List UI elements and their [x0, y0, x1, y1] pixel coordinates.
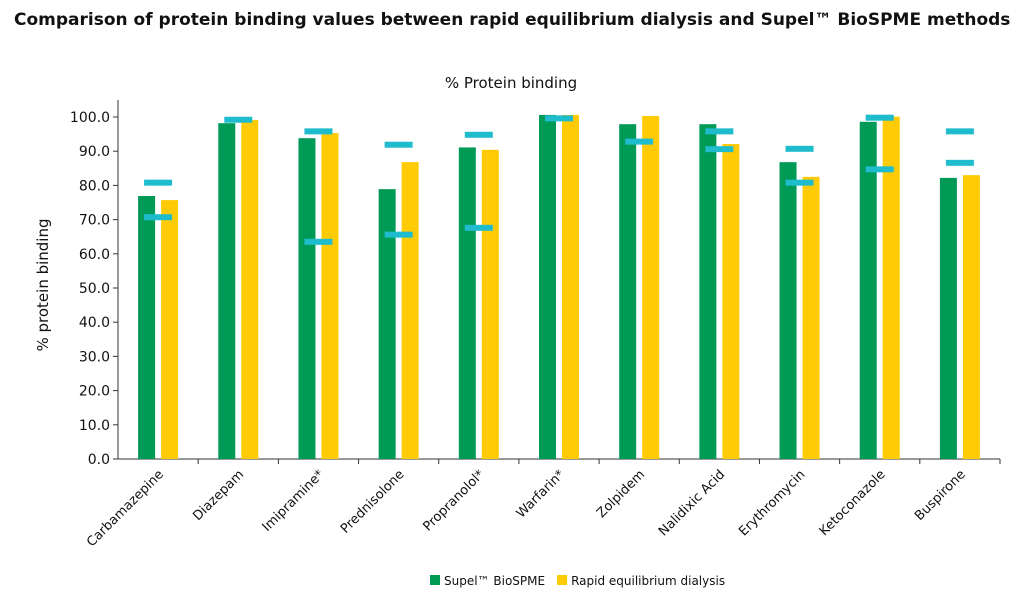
legend-label: Rapid equilibrium dialysis	[571, 574, 725, 588]
reference-marker	[865, 166, 894, 173]
reference-marker	[224, 116, 253, 123]
x-tick-label: Carbamazepine	[84, 467, 167, 550]
y-tick-label: 0.0	[88, 452, 110, 468]
x-tick-label: Diazepam	[190, 467, 247, 524]
reference-marker	[304, 238, 333, 245]
y-tick-label: 100.0	[70, 110, 110, 126]
x-tick-label: Ketoconazole	[817, 467, 889, 539]
bar-biospme	[699, 124, 717, 459]
y-axis-label: % protein binding	[34, 218, 52, 351]
chart-title: % Protein binding	[445, 74, 577, 92]
reference-marker	[384, 231, 413, 238]
legend-label: Supel™ BioSPME	[444, 574, 545, 588]
reference-marker	[464, 224, 493, 231]
reference-marker	[304, 128, 333, 135]
y-tick-label: 50.0	[79, 281, 110, 297]
bar-red	[562, 114, 579, 459]
reference-marker	[144, 214, 173, 221]
y-tick-label: 20.0	[79, 384, 110, 400]
figure-title: Comparison of protein binding values bet…	[14, 10, 1011, 30]
bar-biospme	[298, 138, 316, 460]
bar-red	[241, 120, 259, 459]
bar-red	[722, 144, 740, 459]
y-tick-label: 10.0	[79, 418, 110, 434]
reference-marker	[144, 179, 173, 186]
bar-biospme	[218, 123, 236, 459]
bar-biospme	[939, 177, 957, 459]
bar-red	[962, 175, 980, 459]
y-tick-label: 40.0	[79, 315, 110, 331]
bar-biospme	[539, 114, 556, 459]
x-tick-label: Propranolol*	[420, 467, 488, 535]
reference-marker	[545, 115, 573, 122]
reference-marker	[705, 128, 734, 135]
y-tick-label: 80.0	[79, 178, 110, 194]
bar-biospme	[619, 124, 637, 459]
x-tick-label: Nalidixic Acid	[656, 467, 728, 539]
reference-marker	[785, 179, 814, 186]
x-tick-label: Buspirone	[912, 467, 969, 524]
reference-marker	[945, 128, 974, 135]
reference-marker	[785, 145, 814, 152]
bar-red	[642, 115, 660, 459]
bar-red	[161, 200, 179, 459]
y-tick-label: 70.0	[79, 213, 110, 229]
bar-red	[321, 133, 339, 459]
reference-marker	[464, 131, 493, 138]
legend-swatch	[557, 575, 568, 585]
bar-red	[802, 176, 820, 459]
bar-biospme	[458, 147, 476, 460]
reference-marker	[384, 141, 413, 148]
y-tick-label: 30.0	[79, 349, 110, 365]
reference-marker	[625, 138, 654, 145]
bar-biospme	[779, 162, 797, 460]
reference-marker	[945, 159, 974, 166]
legend-swatch	[430, 575, 440, 585]
bar-red	[481, 149, 499, 459]
bar-biospme	[138, 196, 156, 459]
y-tick-label: 60.0	[79, 247, 110, 263]
reference-marker	[705, 146, 734, 153]
bar-red	[882, 116, 900, 460]
x-tick-label: Prednisolone	[338, 467, 408, 537]
x-tick-label: Erythromycin	[736, 467, 808, 539]
y-tick-label: 90.0	[79, 144, 110, 160]
bar-red	[401, 162, 419, 460]
x-tick-label: Zolpidem	[594, 467, 648, 521]
x-tick-label: Imipramine*	[260, 467, 328, 535]
x-tick-label: Warfarin*	[514, 467, 568, 521]
reference-marker	[865, 114, 894, 121]
bar-biospme	[859, 121, 877, 460]
bar-biospme	[378, 189, 396, 460]
